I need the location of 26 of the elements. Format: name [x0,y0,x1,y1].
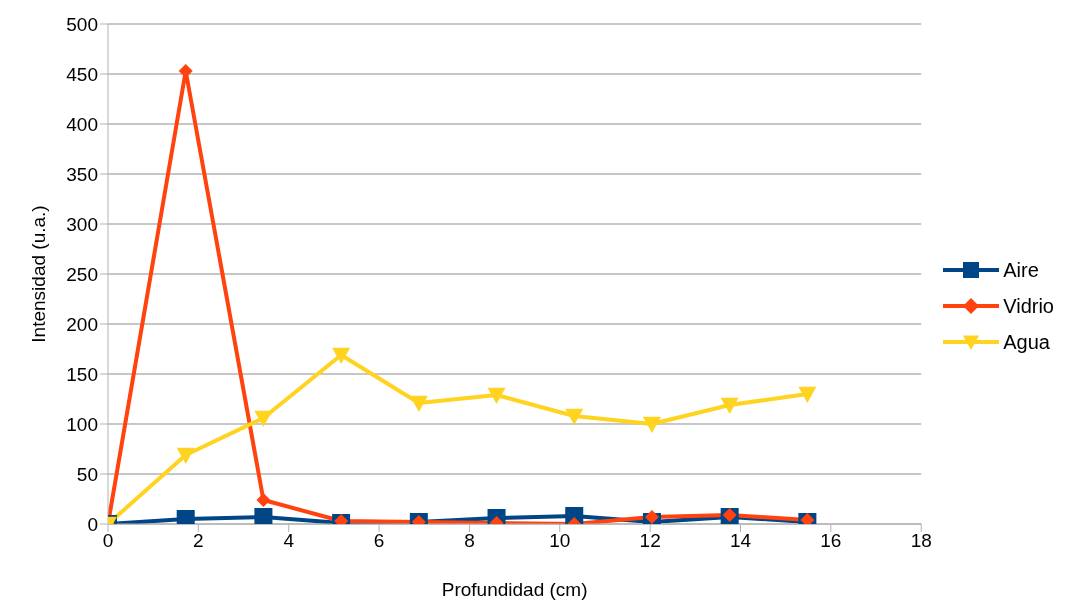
y-tick-label: 200 [66,313,98,335]
y-tick-label: 100 [66,413,98,435]
x-tick-label: 2 [193,530,204,552]
legend-label: Agua [1003,330,1050,354]
y-tick-label: 450 [66,63,98,85]
x-tick-label: 10 [549,530,571,552]
x-tick-label: 18 [910,530,932,552]
x-axis-title: Profundidad (cm) [441,579,588,600]
x-tick-label: 0 [102,530,114,552]
x-tick-label: 8 [464,530,475,552]
y-tick-label: 250 [66,263,98,285]
x-tick-label: 6 [373,530,385,552]
y-tick-label: 50 [76,463,98,485]
y-axis-title: Intensidad (u.a.) [27,205,49,343]
y-tick-label: 400 [66,113,98,135]
x-tick-label: 14 [729,530,752,552]
x-tick-label: 12 [639,530,661,552]
legend-label: Aire [1003,258,1039,282]
y-tick-label: 0 [87,513,98,535]
y-tick-label: 300 [66,213,98,235]
y-tick-label: 350 [66,163,98,185]
legend-label: Vidrio [1003,294,1054,318]
x-tick-label: 4 [283,530,295,552]
x-tick-label: 16 [820,530,842,552]
y-tick-label: 150 [66,363,98,385]
y-tick-label: 500 [66,13,98,35]
